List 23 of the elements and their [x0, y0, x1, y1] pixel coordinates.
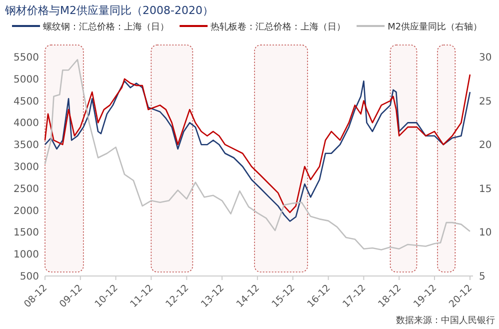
line-series	[44, 58, 471, 250]
y-tick-label: 1500	[14, 228, 39, 239]
y-tick-label: 500	[20, 272, 39, 282]
y-tick-label: 3500	[14, 140, 39, 152]
y2-tick-label: 10	[479, 228, 492, 239]
y-tick-label: 2000	[14, 206, 39, 217]
y2-tick-label: 20	[479, 140, 492, 152]
y-tick-label: 1000	[14, 250, 39, 261]
chart-title: 钢材价格与M2供应量同比（2008-2020）	[4, 4, 214, 17]
legend-label: 热轧板卷：汇总价格：上海（日）	[210, 22, 346, 32]
y-tick-label: 4500	[14, 96, 39, 108]
source-note: 数据来源：中国人民银行	[396, 315, 495, 326]
y2-tick-label: 25	[479, 96, 492, 108]
y2-tick-label: 5	[479, 272, 486, 282]
y2-tick-label: 15	[479, 184, 492, 195]
legend-label: 螺纹钢：汇总价格：上海（日）	[43, 22, 169, 32]
y-tick-label: 4000	[14, 118, 39, 130]
y-tick-label: 2500	[14, 184, 39, 195]
y2-tick-label: 30	[479, 52, 492, 64]
y-tick-label: 5500	[14, 52, 39, 64]
y-tick-label: 3000	[14, 162, 39, 173]
legend-label: M2供应量同比（右轴）	[388, 22, 482, 32]
y-tick-label: 5000	[14, 74, 39, 86]
